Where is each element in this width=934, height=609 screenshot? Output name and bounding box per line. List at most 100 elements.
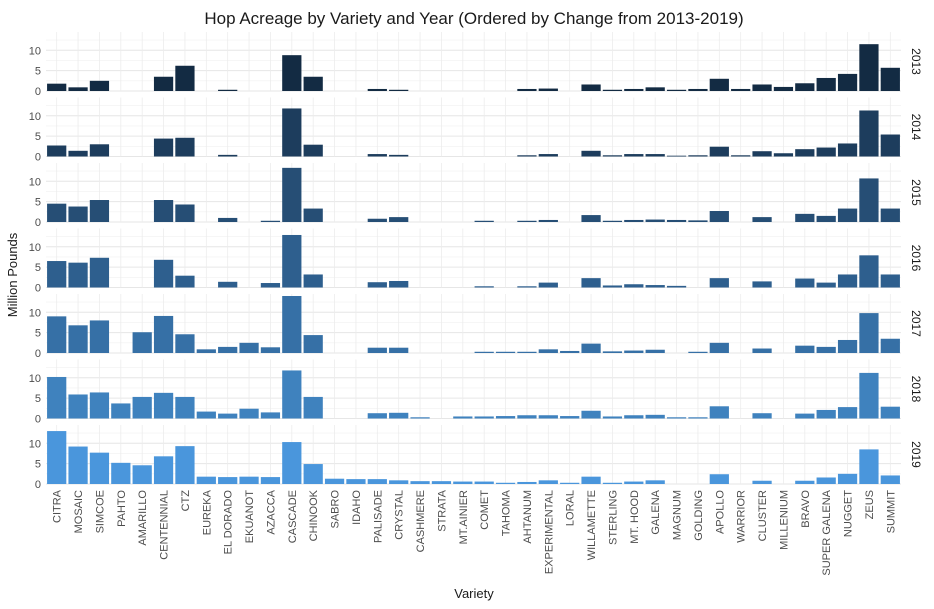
bar-2017-mt-hood xyxy=(624,350,644,353)
bar-2014-palisade xyxy=(367,154,387,157)
x-tick-label: EXPERIMENTAL xyxy=(543,490,555,574)
bar-2016-sterling xyxy=(602,285,623,288)
bar-2015-el-dorado xyxy=(218,217,238,222)
y-tick-label: 10 xyxy=(29,373,41,385)
bar-2018-palisade xyxy=(367,413,387,419)
bar-2019-centennial xyxy=(153,456,174,484)
bar-2019-loral xyxy=(560,482,580,484)
bar-2015-golding xyxy=(688,220,708,222)
bar-2018-magnum xyxy=(666,417,687,419)
bar-2015-sterling xyxy=(602,220,623,222)
bar-2017-el-dorado xyxy=(218,346,238,353)
bar-2019-sabro xyxy=(324,478,345,484)
bar-2019-ctz xyxy=(175,446,195,484)
bar-2018-galena xyxy=(645,414,665,419)
bar-2013-simcoe xyxy=(89,80,110,91)
bar-2019-eureka xyxy=(196,476,216,484)
bar-2016-ahtanum xyxy=(517,286,537,288)
bar-2013-centennial xyxy=(153,76,174,91)
x-tick-label: WARRIOR xyxy=(736,490,748,543)
bar-2016-ctz xyxy=(175,275,195,288)
x-tick-label: CRYSTAL xyxy=(394,490,406,540)
bar-2017-galena xyxy=(645,349,665,353)
y-tick-label: 0 xyxy=(35,348,41,360)
bar-2013-palisade xyxy=(367,88,387,91)
x-tick-label: BRAVO xyxy=(800,490,812,528)
panel-background xyxy=(46,425,901,484)
y-tick-label: 0 xyxy=(35,86,41,98)
bar-2014-chinook xyxy=(303,144,323,157)
x-tick-label: NUGGET xyxy=(843,490,855,537)
x-tick-label: SUPER GALENA xyxy=(821,489,833,575)
bar-2018-citra xyxy=(47,376,67,419)
bar-2018-eureka xyxy=(196,411,216,419)
x-tick-label: SIMCOE xyxy=(94,490,106,533)
bar-2014-apollo xyxy=(709,146,729,157)
facet-panel-2015: 0 5 10 2015 xyxy=(29,163,923,229)
bar-2018-summit xyxy=(880,406,900,419)
bar-2018-bravo xyxy=(795,413,815,419)
bar-2016-galena xyxy=(645,285,665,288)
bar-2015-zeus xyxy=(859,178,879,222)
bar-2018-nugget xyxy=(837,407,858,419)
y-tick-label: 0 xyxy=(35,283,41,295)
bar-2017-chinook xyxy=(303,335,323,353)
bar-2015-simcoe xyxy=(89,200,110,222)
bar-2017-ctz xyxy=(175,334,195,353)
bar-2016-nugget xyxy=(837,274,858,288)
x-tick-label: GOLDING xyxy=(693,490,705,541)
bar-2016-chinook xyxy=(303,274,323,288)
x-tick-label: SUMMIT xyxy=(885,490,897,534)
bar-2017-bravo xyxy=(795,345,815,353)
bar-2018-apollo xyxy=(709,406,729,419)
y-tick-label: 10 xyxy=(29,307,41,319)
x-tick-label: CASHMERE xyxy=(415,490,427,552)
bar-2014-super-galena xyxy=(816,147,836,157)
bar-2017-cascade xyxy=(282,296,302,353)
bar-2018-ahtanum xyxy=(517,415,537,419)
bar-2017-willamette xyxy=(581,343,601,353)
bar-2019-strata xyxy=(431,481,452,484)
bar-2013-cluster xyxy=(752,84,772,91)
bar-2016-azacca xyxy=(260,283,281,288)
bar-2016-super-galena xyxy=(816,282,836,288)
bar-2014-ahtanum xyxy=(517,155,537,157)
bar-2013-magnum xyxy=(666,89,687,91)
bar-2018-super-galena xyxy=(816,409,836,419)
x-tick-label: PAHTO xyxy=(116,490,128,527)
bar-2014-warrior xyxy=(731,155,751,157)
bar-2017-citra xyxy=(47,316,67,353)
bar-2019-crystal xyxy=(389,480,409,484)
facet-strip-label: 2015 xyxy=(909,179,923,206)
facet-panels: 0 5 10 2013 0 5 10 2014 0 5 10 2015 0 5 10 2016 0 5 10 2017… xyxy=(29,32,923,491)
x-tick-label: GALENA xyxy=(650,489,662,534)
y-tick-label: 5 xyxy=(35,262,41,274)
facet-panel-2013: 0 5 10 2013 xyxy=(29,32,923,98)
bar-2013-mosaic xyxy=(68,87,88,91)
bar-2016-mosaic xyxy=(68,262,88,288)
bar-2015-ctz xyxy=(175,204,195,222)
x-tick-label: CITRA xyxy=(52,489,64,523)
bar-2017-apollo xyxy=(709,342,729,353)
bar-2017-tahoma xyxy=(495,351,516,353)
bar-2015-citra xyxy=(47,203,67,222)
x-tick-label: PALISADE xyxy=(372,490,384,543)
bar-2019-bravo xyxy=(795,480,815,484)
bar-2013-summit xyxy=(880,67,900,91)
bar-2017-loral xyxy=(560,350,580,353)
y-tick-label: 5 xyxy=(35,131,41,143)
bar-2014-magnum xyxy=(666,155,687,157)
x-axis-title: Variety xyxy=(454,586,494,601)
facet-panel-2018: 0 5 10 2018 xyxy=(29,359,923,426)
bar-2019-cascade xyxy=(282,442,302,484)
bar-2018-ekuanot xyxy=(239,408,259,419)
bar-2014-mosaic xyxy=(68,150,88,157)
bar-2018-cluster xyxy=(752,413,772,419)
bar-2017-azacca xyxy=(260,347,281,353)
bar-2016-experimental xyxy=(538,282,558,288)
bar-2019-idaho xyxy=(346,479,366,484)
bar-2018-cashmere xyxy=(410,417,430,419)
bar-2013-citra xyxy=(47,83,67,91)
bar-2017-zeus xyxy=(859,313,879,353)
bar-2018-mosaic xyxy=(68,394,88,419)
